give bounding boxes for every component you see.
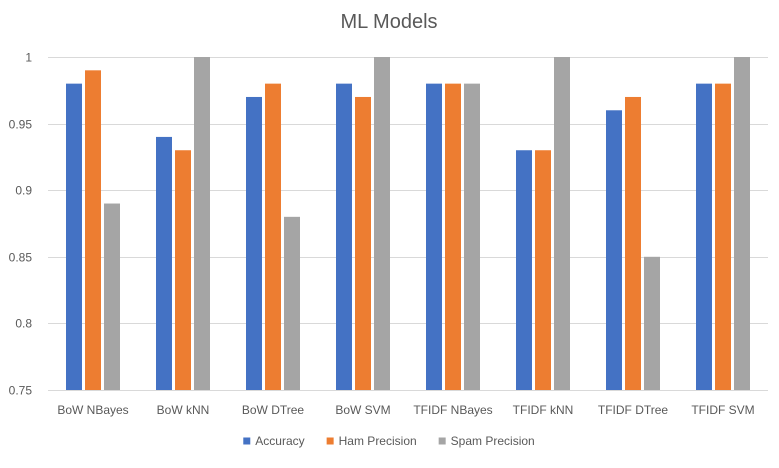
legend-label: Accuracy [255, 434, 304, 448]
bar-spam-precision [734, 57, 750, 390]
bar-accuracy [516, 150, 532, 390]
bar-spam-precision [554, 57, 570, 390]
x-category-label: TFIDF DTree [598, 403, 669, 417]
bar-ham-precision [85, 70, 101, 390]
legend: Accuracy Ham Precision Spam Precision [243, 434, 534, 448]
bar-spam-precision [644, 257, 660, 390]
x-category-label: BoW SVM [335, 403, 390, 417]
legend-item: Spam Precision [439, 434, 535, 448]
legend-item: Ham Precision [327, 434, 417, 448]
bar-accuracy [156, 137, 172, 390]
legend-label: Ham Precision [339, 434, 417, 448]
bar-ham-precision [625, 97, 641, 390]
bar-ham-precision [535, 150, 551, 390]
y-axis-ticks: 0.75 0.8 0.85 0.9 0.95 1 [9, 51, 33, 398]
y-tick-label: 0.8 [15, 317, 32, 331]
bar-spam-precision [104, 204, 120, 390]
bar-ham-precision [265, 84, 281, 390]
legend-swatch [327, 438, 334, 445]
bar-spam-precision [284, 217, 300, 390]
x-axis-category-labels: BoW NBayes BoW kNN BoW DTree BoW SVM TFIDF N… [57, 403, 754, 417]
bar-accuracy [606, 110, 622, 390]
legend-item: Accuracy [243, 434, 304, 448]
y-tick-label: 0.9 [15, 184, 32, 198]
x-category-label: TFIDF kNN [513, 403, 574, 417]
bar-accuracy [336, 84, 352, 390]
y-tick-label: 1 [25, 51, 32, 65]
bar-ham-precision [445, 84, 461, 390]
x-category-label: TFIDF SVM [691, 403, 754, 417]
x-category-label: TFIDF NBayes [413, 403, 492, 417]
y-tick-label: 0.75 [9, 384, 33, 398]
legend-label: Spam Precision [451, 434, 535, 448]
chart-title: ML Models [340, 11, 437, 33]
bar-accuracy [246, 97, 262, 390]
bar-ham-precision [355, 97, 371, 390]
bar-accuracy [66, 84, 82, 390]
bar-accuracy [426, 84, 442, 390]
bar-spam-precision [464, 84, 480, 390]
bar-spam-precision [374, 57, 390, 390]
x-category-label: BoW NBayes [57, 403, 128, 417]
bar-ham-precision [175, 150, 191, 390]
bars [66, 57, 750, 390]
bar-ham-precision [715, 84, 731, 390]
x-category-label: BoW DTree [242, 403, 305, 417]
legend-swatch [243, 438, 250, 445]
legend-swatch [439, 438, 446, 445]
y-tick-label: 0.95 [9, 118, 33, 132]
y-tick-label: 0.85 [9, 251, 33, 265]
bar-accuracy [696, 84, 712, 390]
x-category-label: BoW kNN [157, 403, 210, 417]
bar-spam-precision [194, 57, 210, 390]
